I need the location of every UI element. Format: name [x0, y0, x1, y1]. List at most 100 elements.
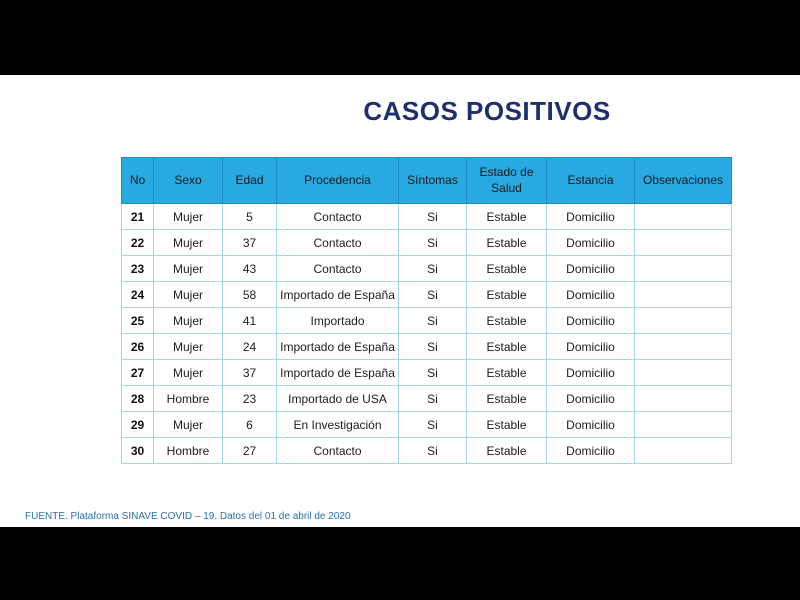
- table-cell: Estable: [466, 437, 547, 464]
- table-row: 21 Mujer 5 Contacto Si Estable Domicilio: [121, 203, 732, 230]
- table-cell: [634, 203, 732, 230]
- table-cell: Mujer: [153, 359, 223, 386]
- table-cell: Domicilio: [546, 229, 635, 256]
- table-cell: Estable: [466, 255, 547, 282]
- table-cell: 24: [222, 333, 277, 360]
- table-header-cell: Procedencia: [276, 157, 399, 204]
- table-header-cell: No: [121, 157, 154, 204]
- table-cell: 5: [222, 203, 277, 230]
- table-cell: Si: [398, 359, 467, 386]
- table-cell: Si: [398, 281, 467, 308]
- table-cell: Importado de España: [276, 359, 399, 386]
- table-cell: 30: [121, 437, 154, 464]
- table-cell: Mujer: [153, 229, 223, 256]
- table-cell: [634, 307, 732, 334]
- table-cell: 28: [121, 385, 154, 412]
- table-cell: 23: [222, 385, 277, 412]
- table-cell: Mujer: [153, 281, 223, 308]
- table-cell: [634, 281, 732, 308]
- table-row: 30 Hombre 27 Contacto Si Estable Domicilio: [121, 437, 732, 464]
- table-cell: Estable: [466, 307, 547, 334]
- table-header-cell: Estancia: [546, 157, 635, 204]
- table-cell: Importado de España: [276, 333, 399, 360]
- table-cell: Domicilio: [546, 385, 635, 412]
- table-header-row: No Sexo Edad Procedencia Síntomas Estado de S…: [121, 157, 732, 204]
- table-cell: Domicilio: [546, 203, 635, 230]
- table-cell: 21: [121, 203, 154, 230]
- table-cell: Domicilio: [546, 281, 635, 308]
- table-cell: [634, 437, 732, 464]
- table-cell: Mujer: [153, 333, 223, 360]
- letterbox-top: [0, 0, 800, 75]
- table-cell: Domicilio: [546, 307, 635, 334]
- slide-title: CASOS POSITIVOS: [363, 96, 611, 126]
- table-cell: En Investigación: [276, 411, 399, 438]
- table-row: 22 Mujer 37 Contacto Si Estable Domicilio: [121, 229, 732, 256]
- table-cell: 37: [222, 229, 277, 256]
- table-cell: 24: [121, 281, 154, 308]
- table-cell: Estable: [466, 203, 547, 230]
- table-cell: Contacto: [276, 255, 399, 282]
- table-cell: [634, 255, 732, 282]
- table-cell: Contacto: [276, 437, 399, 464]
- table-row: 24 Mujer 58 Importado de España Si Estable Dom…: [121, 281, 732, 308]
- table-cell: 41: [222, 307, 277, 334]
- table-cell: Contacto: [276, 229, 399, 256]
- table-cell: Estable: [466, 281, 547, 308]
- table-cell: [634, 333, 732, 360]
- table-header-cell: Observaciones: [634, 157, 732, 204]
- table-header-cell: Síntomas: [398, 157, 467, 204]
- table-cell: 22: [121, 229, 154, 256]
- table-row: 29 Mujer 6 En Investigación Si Estable Domicil…: [121, 411, 732, 438]
- table-cell: [634, 385, 732, 412]
- table-cell: Si: [398, 229, 467, 256]
- footer-source-text: FUENTE. Plataforma SINAVE COVID – 19. Da…: [25, 511, 351, 522]
- table-cell: Domicilio: [546, 333, 635, 360]
- table-cell: Si: [398, 385, 467, 412]
- table-cell: Importado de España: [276, 281, 399, 308]
- table-row: 27 Mujer 37 Importado de España Si Estable Dom…: [121, 359, 732, 386]
- table-cell: 25: [121, 307, 154, 334]
- table-cell: Mujer: [153, 203, 223, 230]
- table-row: 28 Hombre 23 Importado de USA Si Estable Domic…: [121, 385, 732, 412]
- table-body: 21 Mujer 5 Contacto Si Estable Domicilio 22 Muje…: [121, 203, 732, 464]
- table-cell: 23: [121, 255, 154, 282]
- table-cell: Si: [398, 203, 467, 230]
- table-header-cell: Estado de Salud: [466, 157, 547, 204]
- cases-table: No Sexo Edad Procedencia Síntomas Estado de S…: [121, 157, 732, 464]
- table-cell: Si: [398, 333, 467, 360]
- table-cell: Contacto: [276, 203, 399, 230]
- table-cell: 37: [222, 359, 277, 386]
- table-cell: 6: [222, 411, 277, 438]
- table-cell: Estable: [466, 359, 547, 386]
- table-header-cell: Edad: [222, 157, 277, 204]
- table-cell: Mujer: [153, 411, 223, 438]
- table-cell: Mujer: [153, 255, 223, 282]
- table-cell: Domicilio: [546, 411, 635, 438]
- table-cell: Importado de USA: [276, 385, 399, 412]
- table-cell: Domicilio: [546, 255, 635, 282]
- table-cell: 27: [121, 359, 154, 386]
- table-cell: Estable: [466, 333, 547, 360]
- table-cell: Mujer: [153, 307, 223, 334]
- letterbox-bottom: [0, 527, 800, 600]
- table-cell: Hombre: [153, 437, 223, 464]
- table-row: 23 Mujer 43 Contacto Si Estable Domicilio: [121, 255, 732, 282]
- table-cell: Estable: [466, 385, 547, 412]
- table-cell: 43: [222, 255, 277, 282]
- table-cell: Si: [398, 411, 467, 438]
- table-cell: 26: [121, 333, 154, 360]
- table-cell: Si: [398, 307, 467, 334]
- table-cell: Si: [398, 255, 467, 282]
- table-cell: Domicilio: [546, 359, 635, 386]
- table-cell: Importado: [276, 307, 399, 334]
- table-cell: [634, 359, 732, 386]
- table-cell: [634, 229, 732, 256]
- table-cell: Estable: [466, 229, 547, 256]
- table-cell: Domicilio: [546, 437, 635, 464]
- table-header-cell: Sexo: [153, 157, 223, 204]
- table-cell: Si: [398, 437, 467, 464]
- table-cell: 27: [222, 437, 277, 464]
- table-row: 26 Mujer 24 Importado de España Si Estable Dom…: [121, 333, 732, 360]
